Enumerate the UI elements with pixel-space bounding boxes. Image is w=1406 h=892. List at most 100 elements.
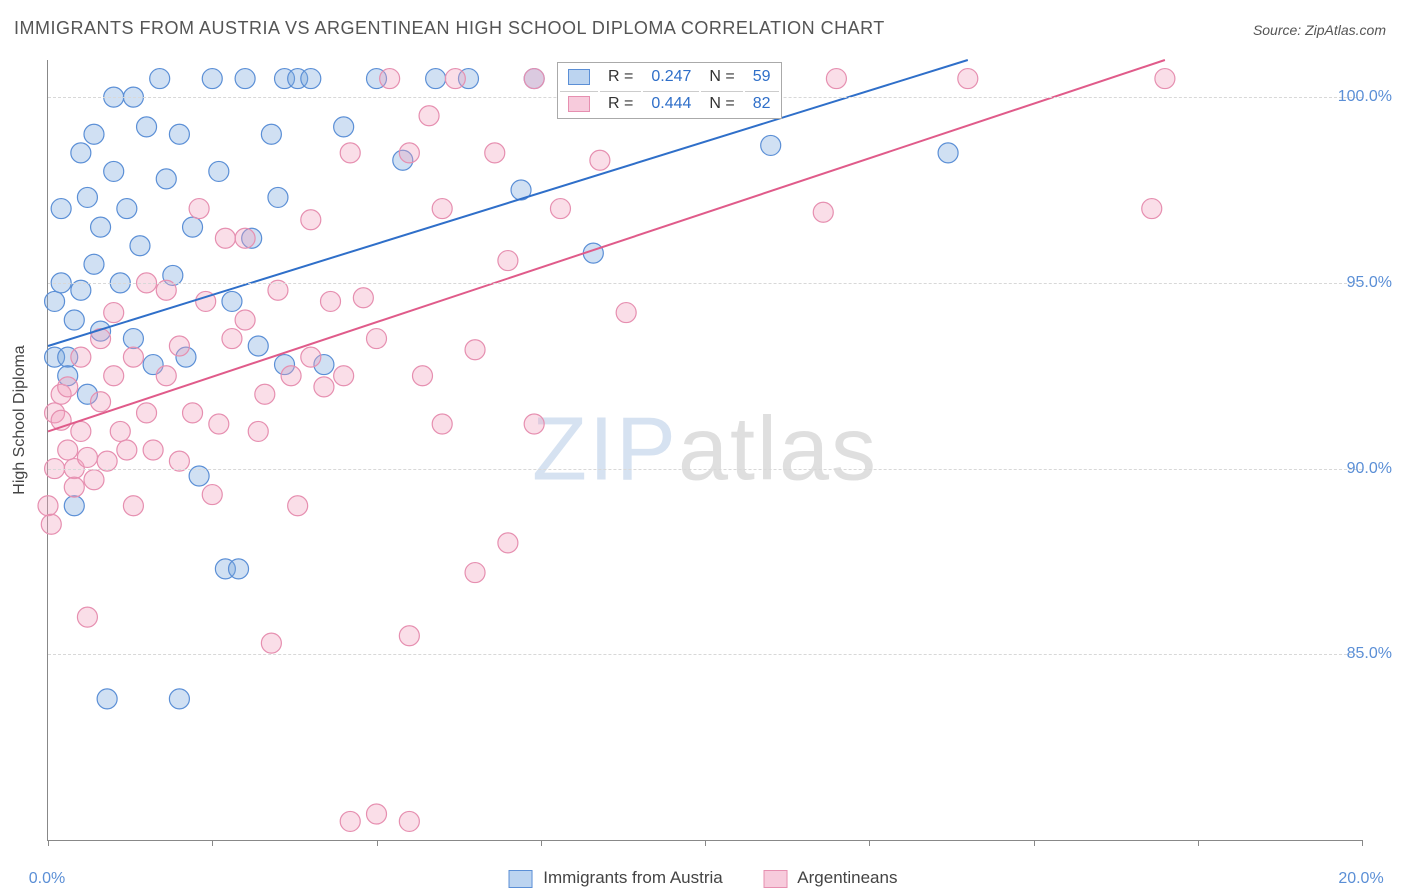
scatter-point-austria xyxy=(938,143,958,163)
x-tick xyxy=(705,840,706,846)
scatter-point-argentina xyxy=(84,470,104,490)
x-tick xyxy=(48,840,49,846)
source-attribution: Source: ZipAtlas.com xyxy=(1253,22,1386,38)
scatter-point-austria xyxy=(130,236,150,256)
r-label: R = xyxy=(600,65,641,89)
scatter-point-argentina xyxy=(202,485,222,505)
n-label: N = xyxy=(701,91,742,116)
source-value: ZipAtlas.com xyxy=(1305,22,1386,38)
scatter-point-argentina xyxy=(1142,199,1162,219)
scatter-point-argentina xyxy=(110,421,130,441)
scatter-point-argentina xyxy=(412,366,432,386)
scatter-point-argentina xyxy=(248,421,268,441)
scatter-point-argentina xyxy=(71,347,91,367)
scatter-point-austria xyxy=(104,161,124,181)
scatter-point-argentina xyxy=(419,106,439,126)
y-tick-label: 100.0% xyxy=(1338,88,1392,106)
scatter-point-argentina xyxy=(380,69,400,89)
n-label: N = xyxy=(701,65,742,89)
x-tick xyxy=(377,840,378,846)
scatter-point-austria xyxy=(156,169,176,189)
legend-bottom: Immigrants from Austria Argentineans xyxy=(491,868,916,888)
scatter-point-argentina xyxy=(334,366,354,386)
scatter-point-argentina xyxy=(813,202,833,222)
scatter-point-austria xyxy=(235,69,255,89)
x-tick-label: 20.0% xyxy=(1338,870,1383,888)
x-tick xyxy=(1362,840,1363,846)
scatter-point-austria xyxy=(248,336,268,356)
scatter-point-argentina xyxy=(235,228,255,248)
scatter-point-argentina xyxy=(340,143,360,163)
scatter-point-argentina xyxy=(465,563,485,583)
y-tick-label: 95.0% xyxy=(1347,274,1392,292)
scatter-point-austria xyxy=(268,187,288,207)
scatter-point-austria xyxy=(761,135,781,155)
scatter-point-argentina xyxy=(169,336,189,356)
x-tick-label: 0.0% xyxy=(29,870,65,888)
scatter-point-argentina xyxy=(183,403,203,423)
stats-swatch-argentina xyxy=(568,96,590,112)
stats-legend: R =0.247N =59R =0.444N =82 xyxy=(557,62,782,119)
scatter-point-argentina xyxy=(958,69,978,89)
legend-label-austria: Immigrants from Austria xyxy=(543,868,723,887)
gridline xyxy=(48,654,1362,655)
chart-title: IMMIGRANTS FROM AUSTRIA VS ARGENTINEAN H… xyxy=(14,18,885,39)
gridline xyxy=(48,283,1362,284)
legend-swatch-argentina xyxy=(763,870,787,888)
scatter-point-argentina xyxy=(445,69,465,89)
scatter-point-austria xyxy=(77,187,97,207)
scatter-point-argentina xyxy=(288,496,308,516)
scatter-point-austria xyxy=(97,689,117,709)
scatter-point-argentina xyxy=(1155,69,1175,89)
scatter-point-austria xyxy=(183,217,203,237)
x-tick xyxy=(1034,840,1035,846)
x-tick xyxy=(869,840,870,846)
scatter-point-argentina xyxy=(367,804,387,824)
scatter-point-argentina xyxy=(64,477,84,497)
scatter-point-argentina xyxy=(77,447,97,467)
scatter-point-argentina xyxy=(353,288,373,308)
scatter-point-austria xyxy=(137,117,157,137)
scatter-point-argentina xyxy=(498,251,518,271)
scatter-point-argentina xyxy=(432,199,452,219)
scatter-point-austria xyxy=(301,69,321,89)
scatter-point-argentina xyxy=(215,228,235,248)
scatter-point-argentina xyxy=(123,347,143,367)
scatter-point-argentina xyxy=(137,403,157,423)
stats-row-argentina: R =0.444N =82 xyxy=(560,91,779,116)
scatter-point-austria xyxy=(150,69,170,89)
scatter-point-argentina xyxy=(123,496,143,516)
stats-row-austria: R =0.247N =59 xyxy=(560,65,779,89)
scatter-point-argentina xyxy=(616,303,636,323)
scatter-point-argentina xyxy=(281,366,301,386)
plot-area: ZIPatlas xyxy=(47,60,1362,841)
scatter-point-argentina xyxy=(301,210,321,230)
scatter-point-austria xyxy=(84,254,104,274)
scatter-point-argentina xyxy=(261,633,281,653)
scatter-point-argentina xyxy=(432,414,452,434)
scatter-point-austria xyxy=(169,689,189,709)
scatter-point-austria xyxy=(64,496,84,516)
scatter-point-argentina xyxy=(590,150,610,170)
n-value-austria: 59 xyxy=(745,65,779,89)
scatter-point-argentina xyxy=(156,366,176,386)
scatter-point-argentina xyxy=(189,199,209,219)
gridline xyxy=(48,469,1362,470)
r-label: R = xyxy=(600,91,641,116)
scatter-point-argentina xyxy=(41,514,61,534)
scatter-point-austria xyxy=(426,69,446,89)
scatter-point-argentina xyxy=(314,377,334,397)
scatter-point-argentina xyxy=(550,199,570,219)
scatter-point-argentina xyxy=(143,440,163,460)
scatter-point-argentina xyxy=(524,69,544,89)
scatter-point-argentina xyxy=(321,291,341,311)
y-axis-label: High School Diploma xyxy=(11,345,29,494)
legend-item-austria: Immigrants from Austria xyxy=(509,868,728,887)
scatter-point-austria xyxy=(117,199,137,219)
scatter-point-argentina xyxy=(485,143,505,163)
scatter-point-argentina xyxy=(399,143,419,163)
scatter-point-argentina xyxy=(58,377,78,397)
scatter-point-austria xyxy=(229,559,249,579)
scatter-point-austria xyxy=(64,310,84,330)
scatter-point-argentina xyxy=(399,626,419,646)
